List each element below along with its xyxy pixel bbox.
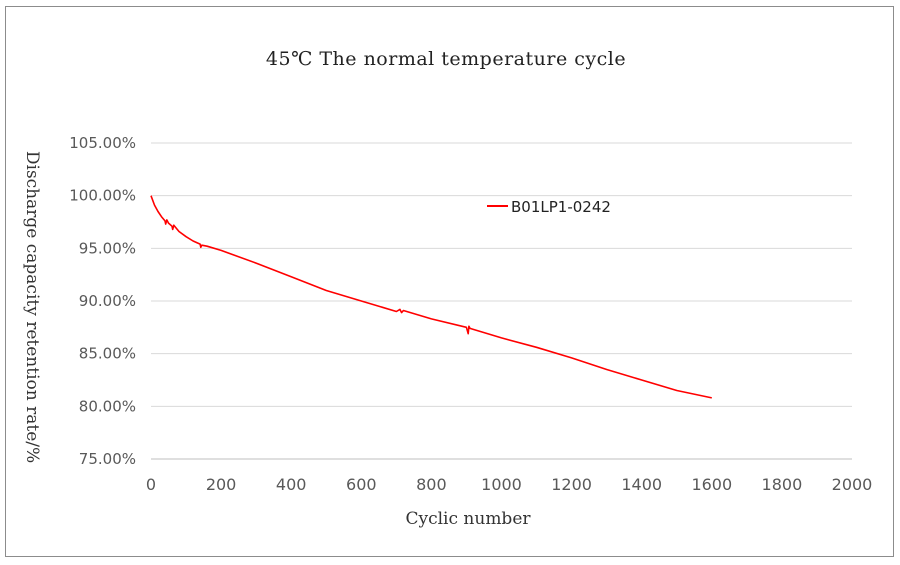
x-tick-label: 1200 [551,475,592,494]
y-axis-title: Discharge capacity retention rate/% [22,151,42,463]
y-tick-label: 95.00% [79,239,136,257]
x-tick-label: 1600 [691,475,732,494]
y-tick-label: 100.00% [69,187,136,205]
y-tick-label: 105.00% [69,134,136,152]
chart-canvas: 45℃ The normal temperature cycle 105.00%… [22,48,872,529]
legend: B01LP1-0242 [487,198,611,216]
y-tick-label: 80.00% [79,397,136,415]
x-tick-label: 0 [146,475,156,494]
chart-frame: 45℃ The normal temperature cycle 105.00%… [5,6,894,557]
y-tick-label: 90.00% [79,292,136,310]
x-tick-label: 400 [276,475,307,494]
x-tick-label: 2000 [832,475,873,494]
series-line-b01lp1-0242 [150,195,712,399]
x-tick-label: 800 [416,475,447,494]
x-tick-label: 1400 [621,475,662,494]
x-tick-labels: 0 200 400 600 800 1000 1200 1400 1600 1800 2000 [146,475,872,494]
chart-title: 45℃ The normal temperature cycle [266,48,626,70]
y-tick-label: 85.00% [79,345,136,363]
x-tick-label: 600 [346,475,377,494]
legend-label-b01lp1-0242: B01LP1-0242 [511,198,611,216]
grid-lines [151,142,852,407]
y-tick-labels: 105.00% 100.00% 95.00% 90.00% 85.00% 80.00% 75… [69,134,136,468]
x-tick-label: 200 [206,475,237,494]
y-tick-label: 75.00% [79,450,136,468]
x-tick-label: 1000 [481,475,522,494]
x-axis-title: Cyclic number [405,509,531,529]
x-tick-label: 1800 [762,475,803,494]
